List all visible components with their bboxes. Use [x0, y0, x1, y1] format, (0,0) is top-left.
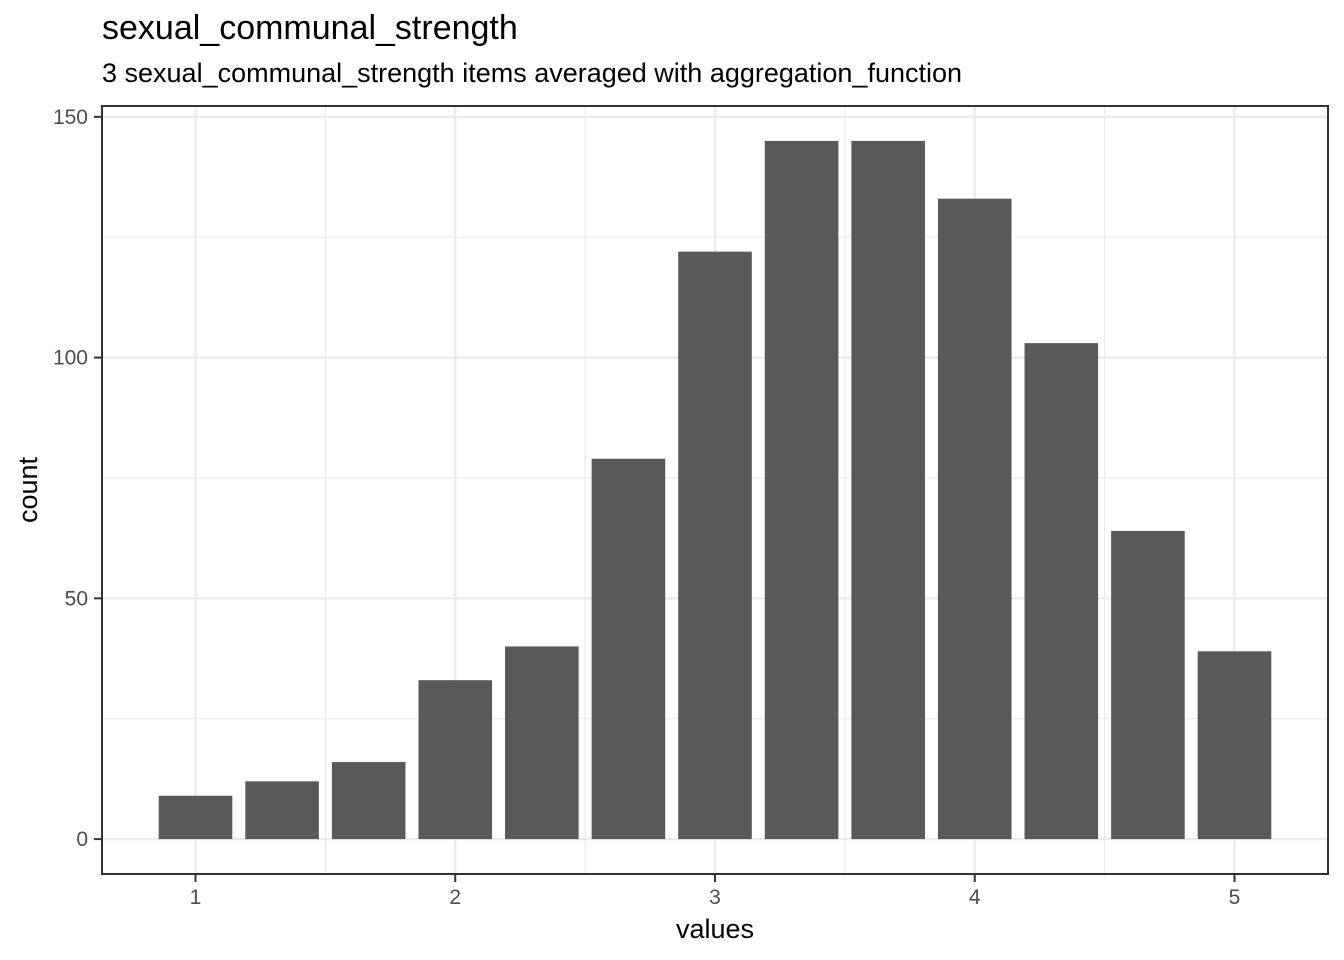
x-tick-label: 4: [969, 886, 981, 909]
histogram-bar: [764, 140, 839, 840]
y-tick-label: 100: [53, 347, 88, 370]
y-axis: 0 50 100 150: [53, 106, 102, 851]
x-tick-label: 1: [190, 886, 202, 909]
chart-subtitle: 3 sexual_communal_strength items average…: [102, 58, 963, 88]
histogram-bar: [331, 762, 406, 840]
histogram-bar: [1024, 343, 1099, 840]
histogram-bar: [1111, 530, 1185, 840]
y-tick-label: 150: [53, 106, 88, 129]
x-tick-label: 2: [449, 886, 461, 909]
histogram-bar: [158, 795, 233, 840]
histogram-bar: [678, 251, 752, 840]
y-tick-label: 0: [76, 828, 88, 851]
chart-title: sexual_communal_strength: [102, 9, 518, 47]
y-axis-title: count: [13, 456, 43, 523]
histogram-bar: [851, 140, 925, 840]
histogram-bar: [1197, 651, 1272, 840]
x-tick-label: 5: [1229, 886, 1241, 909]
histogram-bar: [418, 680, 493, 840]
x-axis: 1 2 3 4 5: [190, 874, 1241, 909]
bars: [158, 140, 1272, 840]
histogram-bar: [937, 198, 1012, 840]
y-tick-label: 50: [65, 587, 88, 610]
x-axis-title: values: [676, 914, 754, 944]
histogram-bar: [245, 781, 319, 840]
histogram-bar: [591, 458, 666, 840]
x-tick-label: 3: [709, 886, 721, 909]
histogram-bar: [505, 646, 579, 840]
